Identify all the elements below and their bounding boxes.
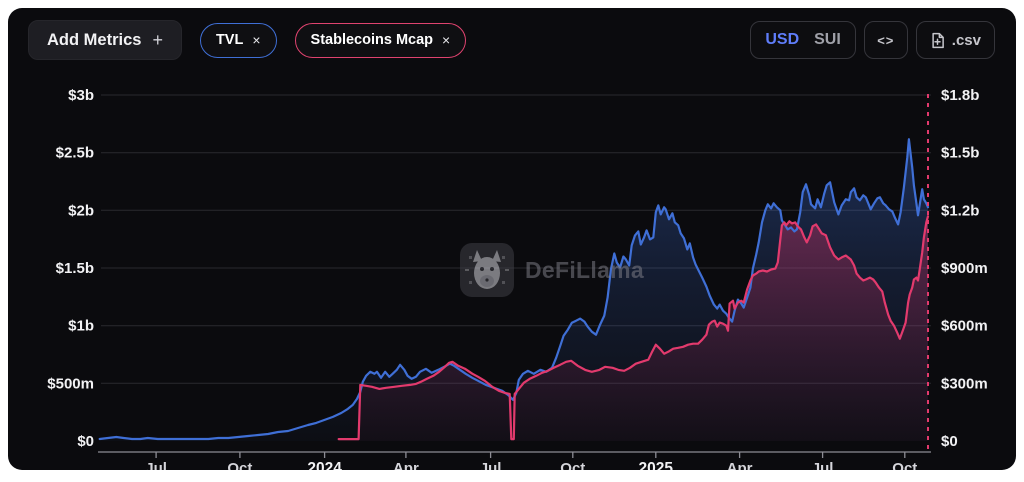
y-axis-label-left: $2.5b [56,145,94,162]
y-axis-label-left: $0 [77,433,94,450]
x-axis-label: Jul [145,460,167,470]
tvl-line [98,138,930,441]
stablecoins-line [337,215,930,441]
y-axis-label-left: $1b [68,318,94,335]
csv-file-icon [932,32,944,48]
x-axis-label: Oct [560,460,585,470]
code-brackets-icon: <> [877,32,895,48]
close-icon[interactable]: × [442,32,451,48]
metric-pill-tvl[interactable]: TVL × [199,22,277,58]
csv-label: .csv [951,31,981,49]
y-axis-label-right: $900m [941,260,988,277]
embed-code-button[interactable]: <> [863,21,908,59]
y-axis-label-right: $1.5b [941,145,979,162]
y-axis-label-left: $500m [47,375,94,392]
currency-option-sui[interactable]: SUI [814,31,841,48]
chart-card: $3b $2.5b $2b $1.5b $1b $500m $0 $1.8b $1.5b $1.2… [8,8,1016,470]
x-axis-label: 2025 [639,460,674,470]
currency-toggle[interactable]: USD SUI [750,21,856,59]
plus-icon: + [152,29,163,50]
y-axis-label-right: $600m [941,318,988,335]
download-csv-button[interactable]: .csv [915,21,995,59]
currency-option-usd[interactable]: USD [765,31,800,48]
x-axis-label: Oct [892,460,917,470]
x-axis-label: Oct [227,460,252,470]
y-axis-label-right: $1.8b [941,87,979,104]
x-axis-label: Jul [480,460,502,470]
y-axis-label-left: $1.5b [56,260,94,277]
x-axis-label: Jul [812,460,834,470]
add-metrics-button[interactable]: Add Metrics + [28,20,182,60]
y-axis-label-right: $1.2b [941,202,979,219]
close-icon[interactable]: × [252,32,261,48]
y-axis-label-right: $0 [941,433,958,450]
x-axis-label: 2024 [307,460,342,470]
metric-pill-label: Stablecoins Mcap [310,32,434,48]
x-axis-label: Apr [727,460,753,470]
chart-toolbar: Add Metrics + TVL × Stablecoins Mcap × U… [28,20,995,60]
y-axis-label-right: $300m [941,375,988,392]
y-axis-label-left: $2b [68,202,94,219]
toolbar-right-cluster: USD SUI <> .csv [750,21,995,59]
x-axis-label: Apr [393,460,419,470]
y-axis-label-left: $3b [68,87,94,104]
metric-pill-stablecoins-mcap[interactable]: Stablecoins Mcap × [294,22,467,58]
add-metrics-label: Add Metrics [47,30,142,49]
metric-pill-label: TVL [215,32,244,48]
chart-plot-area[interactable]: $3b $2.5b $2b $1.5b $1b $500m $0 $1.8b $1.5b $1.2… [8,8,1016,470]
